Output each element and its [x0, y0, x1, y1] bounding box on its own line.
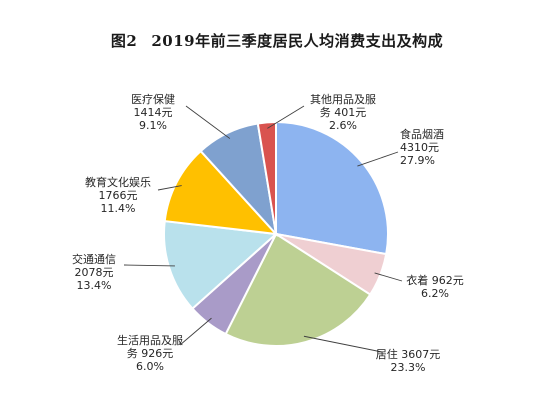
figure-number: 图2 [110, 32, 138, 50]
label-other-name: 其他用品及服 [310, 93, 376, 106]
label-education-name: 教育文化娱乐 [85, 176, 151, 189]
leader-line-daily-goods [179, 317, 212, 346]
label-housing-percent: 23.3% [390, 361, 426, 374]
title-text: 2019年前三季度居民人均消费支出及构成 [151, 32, 444, 50]
label-other-amount: 务 401元 [319, 106, 367, 119]
label-education: 教育文化娱乐 1766元 11.4% [78, 176, 158, 215]
leader-line-housing [303, 335, 383, 353]
label-healthcare-amount: 1414元 [133, 106, 173, 119]
label-daily-goods-percent: 6.0% [136, 360, 164, 373]
leader-line-transport [123, 264, 175, 267]
leader-line-other [267, 105, 305, 129]
label-healthcare-name: 医疗保健 [131, 93, 175, 106]
label-housing-name-amount: 居住 3607元 [375, 348, 441, 361]
pie-slice-transport [163, 219, 279, 310]
leader-line-food [357, 151, 399, 167]
label-transport: 交通通信 2078元 13.4% [64, 253, 124, 292]
label-other-percent: 2.6% [329, 119, 357, 132]
label-clothing: 衣着 962元 6.2% [400, 274, 470, 300]
label-education-percent: 11.4% [100, 202, 136, 215]
label-education-amount: 1766元 [98, 189, 138, 202]
label-healthcare: 医疗保健 1414元 9.1% [118, 93, 188, 132]
leader-line-clothing [374, 272, 403, 282]
label-food-amount: 4310元 [400, 141, 439, 154]
pie-slice-food [275, 120, 389, 256]
label-housing: 居住 3607元 23.3% [368, 348, 448, 374]
label-transport-percent: 13.4% [76, 279, 112, 292]
label-daily-goods: 生活用品及服 务 926元 6.0% [110, 334, 190, 373]
label-other: 其他用品及服 务 401元 2.6% [303, 93, 383, 132]
label-clothing-percent: 6.2% [421, 287, 449, 300]
pie-slice-education [163, 149, 279, 236]
pie-slice-housing [224, 232, 372, 348]
label-food-name: 食品烟酒 [400, 128, 444, 141]
pie-slice-other [256, 120, 277, 235]
label-daily-goods-amount: 务 926元 [126, 347, 174, 360]
label-transport-amount: 2078元 [74, 266, 114, 279]
label-healthcare-percent: 9.1% [139, 119, 167, 132]
chart-title: 图2 2019年前三季度居民人均消费支出及构成 [0, 30, 554, 51]
label-daily-goods-name: 生活用品及服 [117, 334, 183, 347]
label-food-percent: 27.9% [400, 154, 435, 167]
leader-line-healthcare [185, 105, 231, 139]
leader-line-education [157, 185, 182, 191]
label-food: 食品烟酒 4310元 27.9% [400, 128, 444, 167]
label-transport-name: 交通通信 [72, 253, 116, 266]
label-clothing-name-amount: 衣着 962元 [406, 274, 464, 287]
